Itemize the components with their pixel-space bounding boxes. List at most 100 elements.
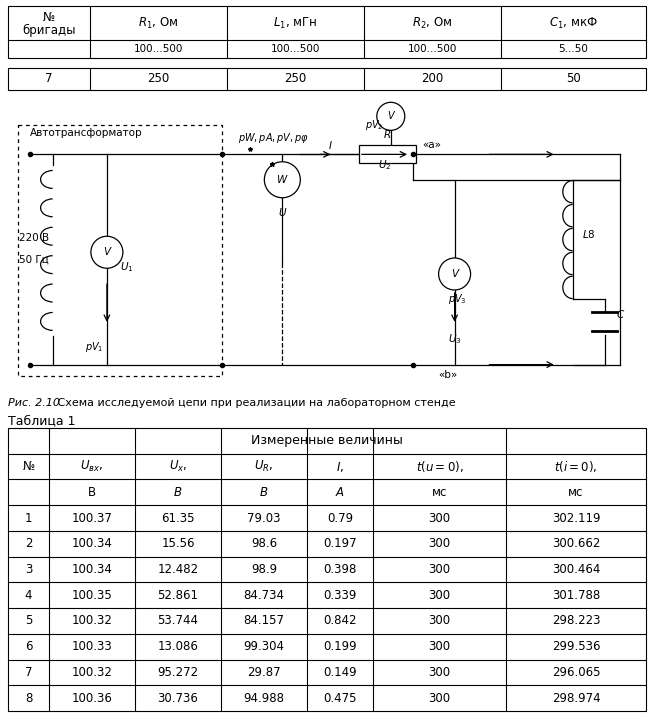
- Text: B: B: [260, 486, 268, 499]
- Text: $pV_2$: $pV_2$: [366, 118, 384, 132]
- Text: 1: 1: [25, 511, 32, 525]
- Text: «а»: «а»: [422, 140, 441, 150]
- Text: $U_R$,: $U_R$,: [254, 459, 273, 474]
- Text: 100.35: 100.35: [72, 589, 112, 601]
- Text: B: B: [174, 486, 182, 499]
- Text: 12.482: 12.482: [158, 563, 199, 576]
- Text: 94.988: 94.988: [243, 692, 284, 705]
- Text: 100.36: 100.36: [71, 692, 112, 705]
- Text: V: V: [451, 269, 458, 279]
- Text: 298.974: 298.974: [552, 692, 600, 705]
- Text: 300: 300: [428, 511, 451, 525]
- Text: 30.736: 30.736: [158, 692, 198, 705]
- Text: 0.197: 0.197: [323, 537, 357, 551]
- Text: $pV_3$: $pV_3$: [448, 292, 467, 306]
- Text: 100...500: 100...500: [134, 44, 183, 54]
- Text: 8: 8: [25, 692, 32, 705]
- Text: Измеренные величины: Измеренные величины: [251, 435, 403, 448]
- Text: 298.223: 298.223: [552, 614, 600, 627]
- Text: $pV_1$: $pV_1$: [84, 339, 103, 354]
- Text: V: V: [387, 111, 394, 121]
- Text: 0.79: 0.79: [327, 511, 353, 525]
- Text: 300: 300: [428, 589, 451, 601]
- Text: 95.272: 95.272: [158, 666, 199, 679]
- Text: $I$: $I$: [328, 140, 333, 151]
- Text: 52.861: 52.861: [158, 589, 199, 601]
- Text: 300: 300: [428, 614, 451, 627]
- Bar: [8, 428, 646, 711]
- Text: 5...50: 5...50: [559, 44, 589, 54]
- Text: 100...500: 100...500: [408, 44, 457, 54]
- Text: 100.32: 100.32: [71, 666, 112, 679]
- Text: бригады: бригады: [22, 24, 76, 37]
- Text: $t(u = 0)$,: $t(u = 0)$,: [416, 459, 464, 474]
- Text: 79.03: 79.03: [247, 511, 281, 525]
- Text: 53.744: 53.744: [158, 614, 199, 627]
- Text: «b»: «b»: [439, 370, 458, 380]
- Text: 302.119: 302.119: [552, 511, 600, 525]
- Text: 29.87: 29.87: [247, 666, 281, 679]
- Text: 0.842: 0.842: [323, 614, 356, 627]
- Text: 200: 200: [421, 72, 443, 85]
- Text: 5: 5: [25, 614, 32, 627]
- Text: $U_3$: $U_3$: [448, 332, 462, 346]
- Text: $I$,: $I$,: [336, 460, 344, 473]
- Text: 98.9: 98.9: [251, 563, 277, 576]
- Text: A: A: [336, 486, 344, 499]
- Text: 100.34: 100.34: [71, 537, 112, 551]
- Text: $U_x$,: $U_x$,: [169, 459, 187, 474]
- Text: 84.157: 84.157: [243, 614, 284, 627]
- Text: 0.339: 0.339: [323, 589, 356, 601]
- Text: W: W: [277, 175, 288, 185]
- Text: $L8$: $L8$: [582, 228, 596, 240]
- Text: 2: 2: [25, 537, 32, 551]
- Text: 300.464: 300.464: [552, 563, 600, 576]
- Text: 300.662: 300.662: [552, 537, 600, 551]
- Bar: [8, 68, 646, 90]
- Text: $R_1$, Ом: $R_1$, Ом: [139, 16, 179, 31]
- Text: $R$: $R$: [383, 128, 392, 140]
- Text: $U$: $U$: [278, 206, 287, 218]
- Text: 0.149: 0.149: [323, 666, 357, 679]
- Text: 98.6: 98.6: [251, 537, 277, 551]
- Text: 100.34: 100.34: [71, 563, 112, 576]
- Text: 299.536: 299.536: [552, 640, 600, 653]
- Text: $U_1$: $U_1$: [120, 260, 133, 274]
- Text: 15.56: 15.56: [162, 537, 195, 551]
- Text: 100...500: 100...500: [271, 44, 320, 54]
- Bar: [18, 125, 222, 375]
- Bar: [8, 6, 646, 58]
- Text: 250: 250: [147, 72, 169, 85]
- Circle shape: [377, 102, 405, 130]
- Circle shape: [439, 258, 471, 290]
- Text: 7: 7: [45, 72, 53, 85]
- Text: 3: 3: [25, 563, 32, 576]
- Text: 0.398: 0.398: [323, 563, 356, 576]
- Text: 296.065: 296.065: [552, 666, 600, 679]
- Text: 300: 300: [428, 640, 451, 653]
- Text: 100.33: 100.33: [72, 640, 112, 653]
- Text: $C_1$, мкФ: $C_1$, мкФ: [549, 16, 598, 31]
- Text: 4: 4: [25, 589, 32, 601]
- Text: 99.304: 99.304: [243, 640, 284, 653]
- Text: Таблица 1: Таблица 1: [8, 414, 75, 427]
- Text: 301.788: 301.788: [552, 589, 600, 601]
- Text: V: V: [103, 247, 111, 257]
- Text: 300: 300: [428, 537, 451, 551]
- Text: $U_2$: $U_2$: [378, 158, 391, 172]
- Text: 61.35: 61.35: [162, 511, 195, 525]
- Text: №: №: [22, 460, 35, 473]
- Text: 7: 7: [25, 666, 32, 679]
- Text: 250: 250: [284, 72, 307, 85]
- Text: 84.734: 84.734: [243, 589, 284, 601]
- Text: мс: мс: [432, 486, 447, 499]
- Text: 13.086: 13.086: [158, 640, 198, 653]
- Text: 50: 50: [566, 72, 581, 85]
- Text: 50 Гц: 50 Гц: [19, 254, 48, 264]
- Text: $R_2$, Ом: $R_2$, Ом: [412, 16, 453, 31]
- Text: $U_{вх}$,: $U_{вх}$,: [80, 459, 103, 474]
- Text: 100.32: 100.32: [71, 614, 112, 627]
- Text: $t(i = 0)$,: $t(i = 0)$,: [554, 459, 598, 474]
- Text: 0.475: 0.475: [323, 692, 356, 705]
- Text: №: №: [43, 11, 55, 24]
